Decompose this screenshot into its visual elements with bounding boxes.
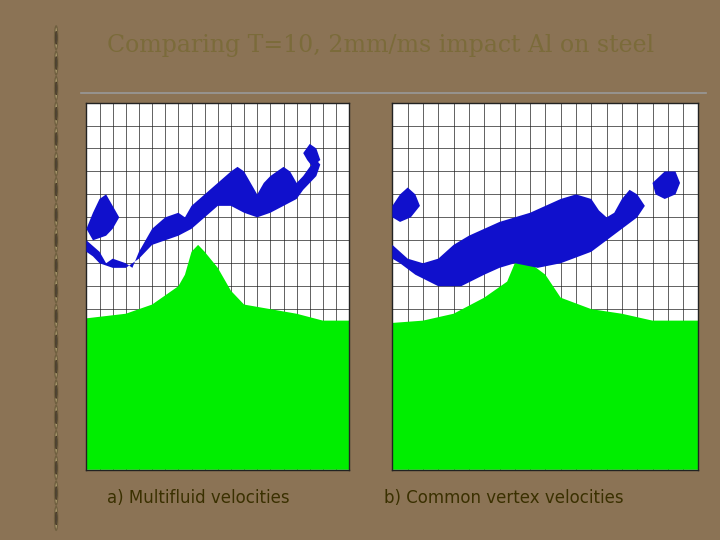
Circle shape [55, 507, 58, 530]
Circle shape [55, 254, 58, 278]
Text: b) Common vertex velocities: b) Common vertex velocities [384, 489, 624, 507]
Circle shape [55, 430, 58, 454]
Circle shape [55, 360, 57, 373]
Text: Comparing T=10, 2mm/ms impact Al on steel: Comparing T=10, 2mm/ms impact Al on stee… [107, 34, 654, 57]
Polygon shape [86, 160, 320, 268]
Circle shape [55, 461, 57, 474]
Circle shape [55, 152, 58, 176]
Circle shape [55, 284, 57, 297]
Circle shape [55, 329, 58, 353]
Circle shape [55, 234, 57, 247]
Circle shape [55, 481, 58, 505]
Circle shape [55, 259, 57, 272]
Circle shape [55, 380, 58, 404]
Circle shape [55, 487, 57, 500]
Circle shape [55, 309, 57, 322]
Polygon shape [392, 183, 645, 286]
Circle shape [55, 51, 58, 75]
Circle shape [55, 355, 58, 379]
Circle shape [55, 279, 58, 302]
Circle shape [55, 203, 58, 227]
Text: a) Multifluid velocities: a) Multifluid velocities [107, 489, 289, 507]
Circle shape [55, 107, 57, 120]
Polygon shape [303, 144, 320, 167]
Circle shape [55, 77, 58, 100]
Circle shape [55, 335, 57, 348]
Circle shape [55, 132, 57, 145]
Circle shape [55, 183, 57, 196]
Circle shape [55, 158, 57, 171]
Circle shape [55, 411, 57, 424]
Circle shape [55, 82, 57, 95]
Circle shape [55, 406, 58, 429]
Polygon shape [392, 259, 698, 470]
Circle shape [55, 456, 58, 480]
Circle shape [55, 102, 58, 126]
Circle shape [55, 436, 57, 449]
Polygon shape [86, 194, 120, 240]
Circle shape [55, 512, 57, 525]
Circle shape [55, 228, 58, 252]
Circle shape [55, 31, 57, 44]
Polygon shape [392, 187, 420, 222]
Circle shape [55, 304, 58, 328]
Polygon shape [86, 245, 349, 470]
Circle shape [55, 208, 57, 221]
Circle shape [55, 26, 58, 50]
Circle shape [55, 386, 57, 399]
Circle shape [55, 57, 57, 70]
Circle shape [55, 127, 58, 151]
Polygon shape [652, 172, 680, 199]
Circle shape [55, 178, 58, 201]
